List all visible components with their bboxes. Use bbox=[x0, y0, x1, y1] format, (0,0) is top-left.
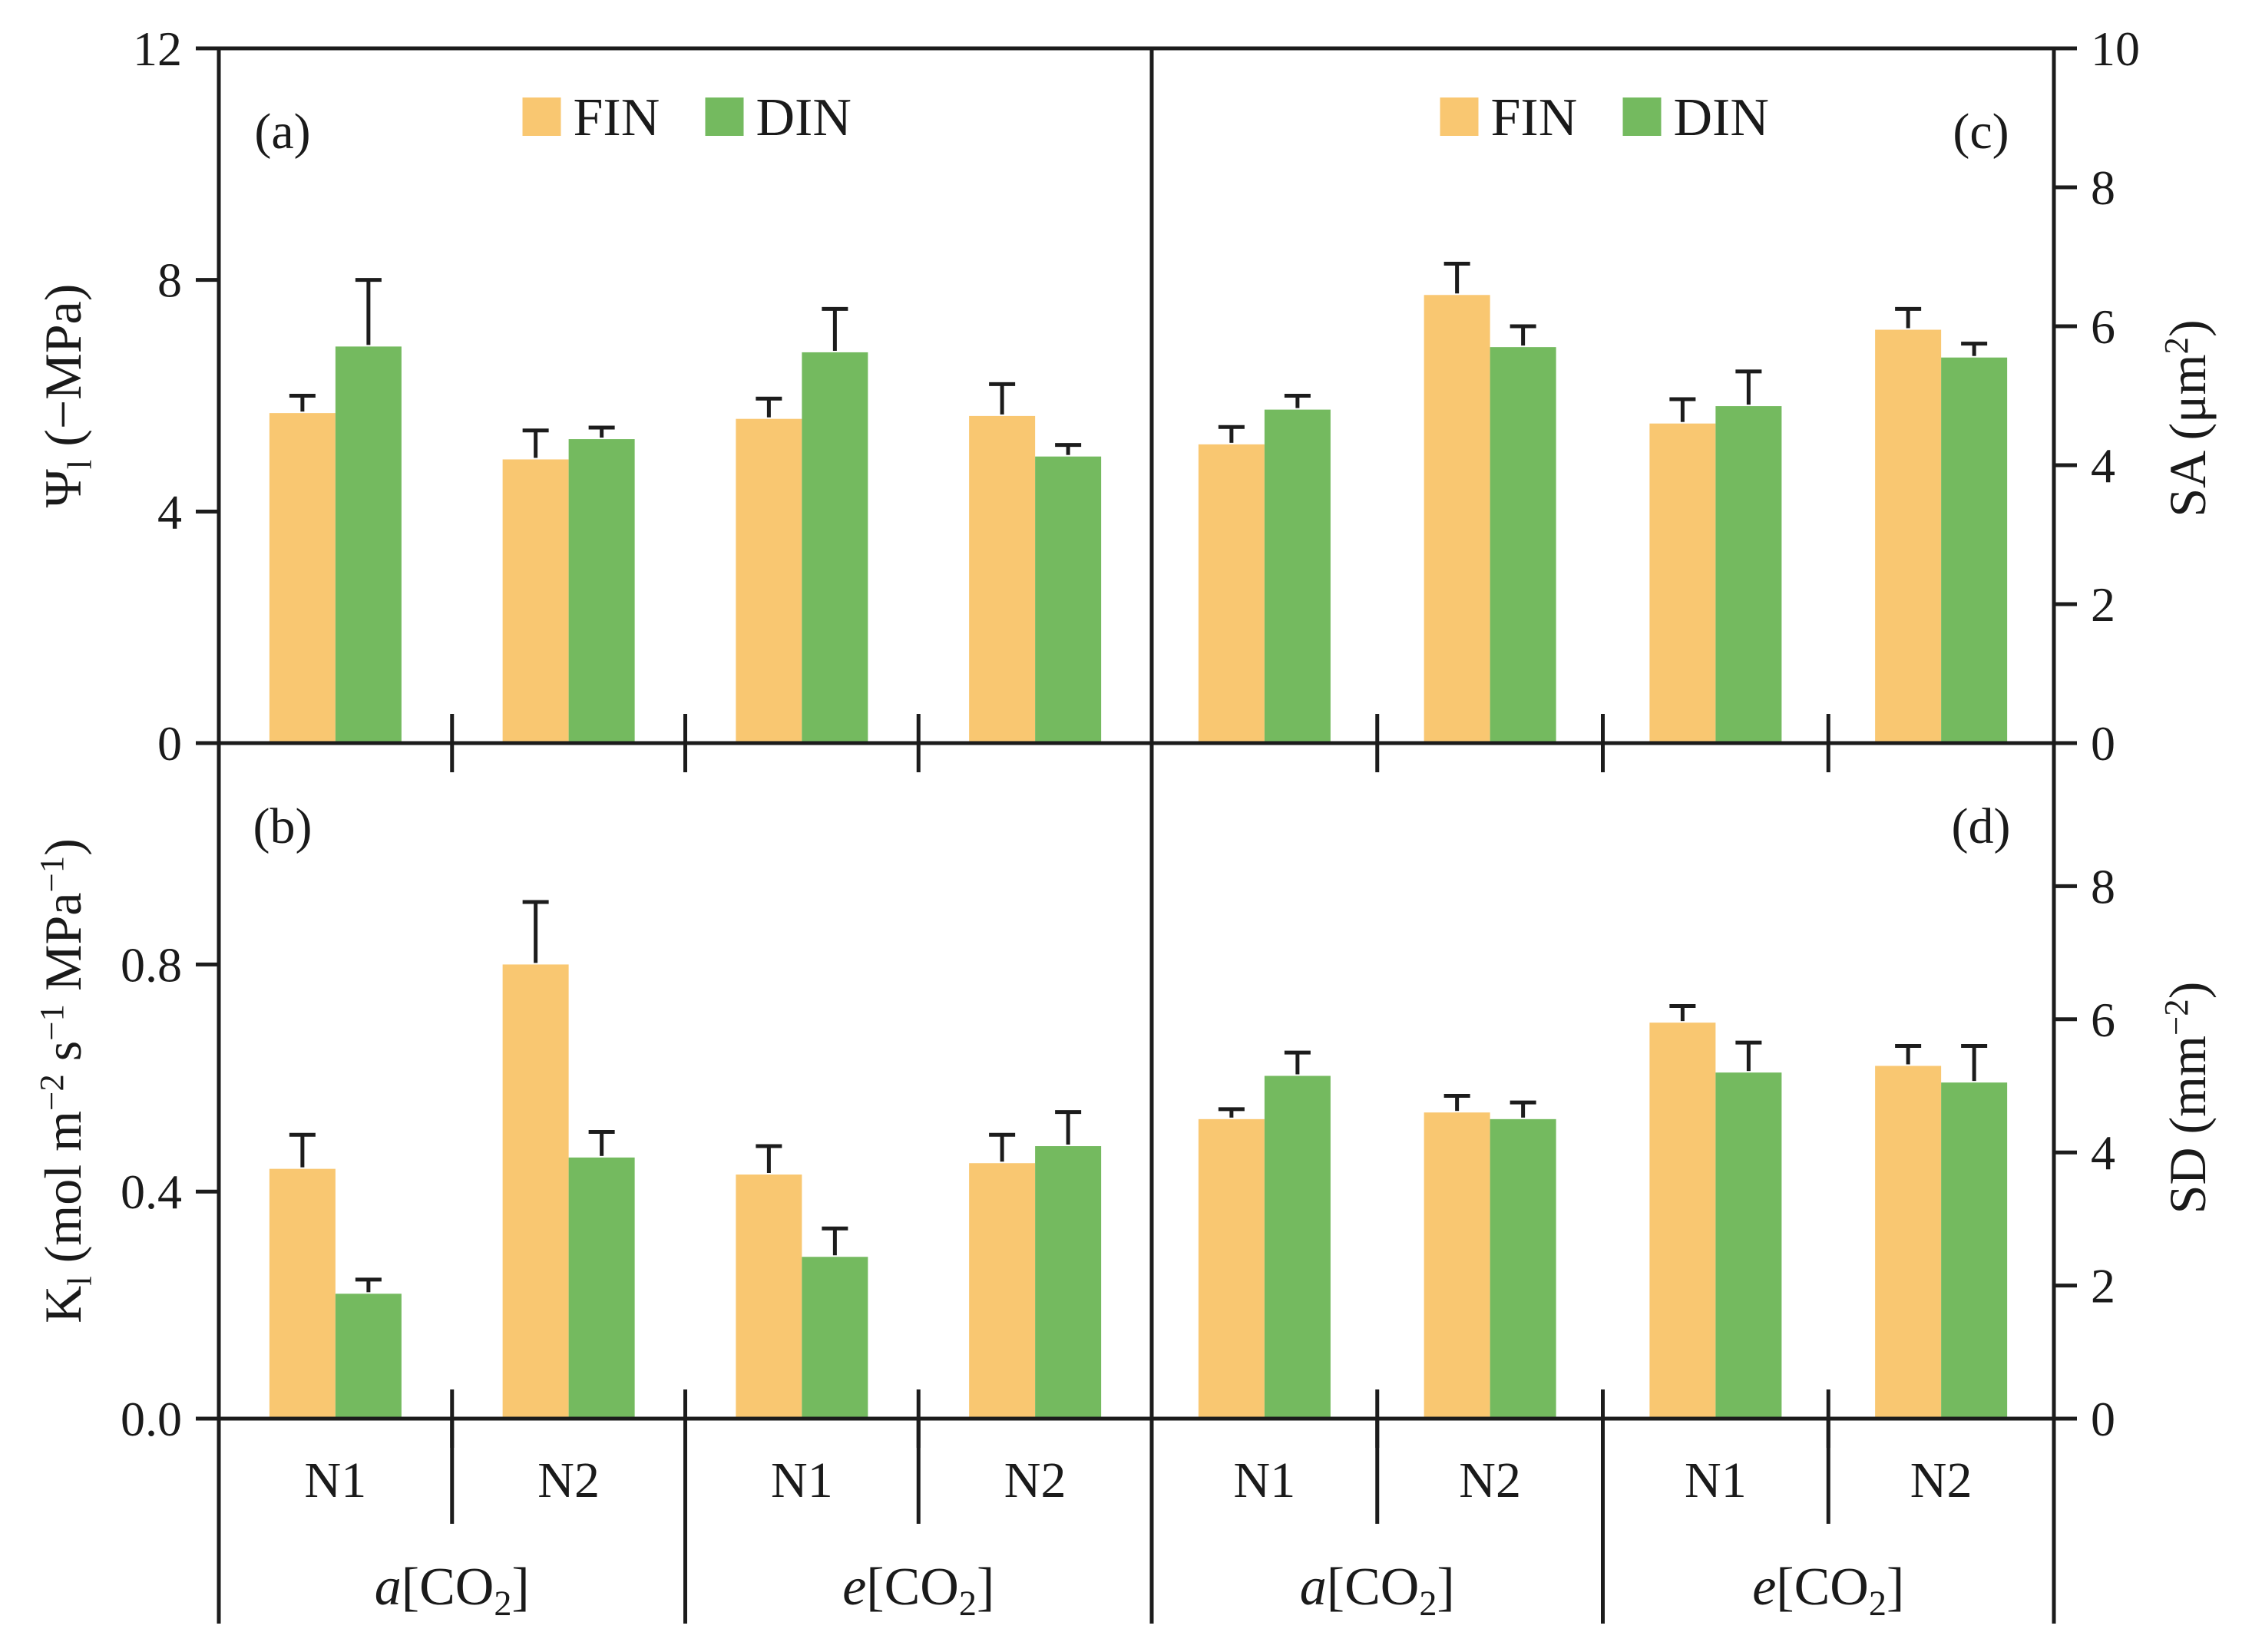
bar-d-din-g2 bbox=[1490, 1118, 1556, 1419]
panel-letter-c: (c) bbox=[1953, 104, 2009, 160]
bar-b-din-g3 bbox=[802, 1257, 868, 1419]
y-axis-title-d: SD (mm−2) bbox=[2157, 982, 2217, 1214]
bar-c-din-g1 bbox=[1264, 409, 1331, 743]
bar-d-fin-g1 bbox=[1198, 1118, 1265, 1419]
x-group-label: N2 bbox=[537, 1452, 600, 1508]
bar-b-din-g2 bbox=[568, 1157, 635, 1419]
y-tick-label: 0.4 bbox=[121, 1165, 182, 1219]
bar-c-din-g3 bbox=[1715, 406, 1782, 743]
x-group-label: N1 bbox=[1685, 1452, 1747, 1508]
y-axis-title-b: Kl (mol m−2 s−1 MPa−1) bbox=[32, 838, 99, 1323]
y-tick-label: 0.0 bbox=[121, 1392, 182, 1446]
bar-d-din-g1 bbox=[1264, 1075, 1331, 1419]
bar-d-fin-g3 bbox=[1649, 1023, 1716, 1419]
bar-c-fin-g3 bbox=[1649, 423, 1716, 743]
bar-a-din-g4 bbox=[1035, 456, 1102, 743]
x-treatment-label: a[CO2] bbox=[375, 1558, 530, 1623]
x-treatment-label: a[CO2] bbox=[1300, 1558, 1455, 1623]
bar-d-fin-g4 bbox=[1875, 1066, 1942, 1419]
legend-swatch-fin bbox=[522, 97, 561, 136]
bar-c-din-g2 bbox=[1490, 347, 1556, 743]
y-tick-label: 8 bbox=[157, 253, 182, 308]
bar-b-fin-g3 bbox=[736, 1175, 802, 1419]
y-tick-label: 6 bbox=[2091, 993, 2115, 1047]
bar-a-fin-g4 bbox=[969, 415, 1036, 743]
y-tick-label: 2 bbox=[2091, 1259, 2115, 1313]
legend-label-fin: FIN bbox=[574, 88, 660, 147]
legend-c: FIN DIN bbox=[1440, 88, 1769, 147]
panel-letter-b: (b) bbox=[253, 798, 313, 854]
panel-letter-a: (a) bbox=[254, 104, 310, 160]
y-tick-label: 12 bbox=[133, 21, 182, 76]
y-tick-label: 2 bbox=[2091, 577, 2115, 632]
bar-b-fin-g1 bbox=[269, 1168, 336, 1419]
y-tick-label: 8 bbox=[2091, 160, 2115, 215]
bar-c-fin-g4 bbox=[1875, 329, 1942, 743]
bar-a-fin-g3 bbox=[736, 418, 802, 743]
bar-d-fin-g2 bbox=[1424, 1112, 1490, 1419]
x-group-label: N2 bbox=[1910, 1452, 1973, 1508]
bar-b-fin-g2 bbox=[502, 964, 569, 1419]
bar-a-fin-g1 bbox=[269, 413, 336, 743]
bar-b-din-g1 bbox=[335, 1294, 402, 1419]
bar-b-din-g4 bbox=[1035, 1146, 1102, 1419]
y-tick-label: 0 bbox=[2091, 716, 2115, 771]
legend-label-din: DIN bbox=[1674, 88, 1769, 147]
legend-label-din: DIN bbox=[756, 88, 852, 147]
panel-a: 0 4 8 12 (a) Ψl (−MPa) FIN DIN bbox=[34, 21, 1154, 772]
x-group-label: N2 bbox=[1004, 1452, 1066, 1508]
y-tick-label: 8 bbox=[2091, 859, 2115, 914]
y-tick-label: 0.8 bbox=[121, 937, 182, 992]
y-axis-title-c: SA (μm2) bbox=[2157, 319, 2217, 517]
bar-d-din-g4 bbox=[1941, 1082, 2008, 1419]
y-tick-label: 4 bbox=[157, 484, 182, 539]
bar-a-fin-g2 bbox=[502, 459, 569, 743]
y-tick-label: 4 bbox=[2091, 438, 2115, 493]
y-tick-label: 4 bbox=[2091, 1125, 2115, 1180]
bar-a-din-g1 bbox=[335, 346, 402, 743]
bar-a-din-g3 bbox=[802, 352, 868, 743]
x-treatment-label: e[CO2] bbox=[1752, 1558, 1904, 1623]
legend-swatch-fin bbox=[1440, 97, 1479, 136]
legend-a: FIN DIN bbox=[522, 88, 852, 147]
x-group-label: N2 bbox=[1459, 1452, 1521, 1508]
bar-b-fin-g4 bbox=[969, 1163, 1036, 1419]
y-tick-label: 6 bbox=[2091, 299, 2115, 354]
panel-d: 0 2 4 6 8 (d) SD (mm−2) bbox=[1149, 741, 2217, 1448]
bar-c-din-g4 bbox=[1941, 357, 2008, 743]
bar-a-din-g2 bbox=[568, 439, 635, 743]
x-axis-labels: N1 N2 N1 N2 N1 N2 N1 N2a[CO2] e[CO2] a[CO2] e[CO2] bbox=[217, 1419, 2056, 1624]
y-tick-label: 10 bbox=[2091, 21, 2140, 76]
legend-swatch-din bbox=[705, 97, 744, 136]
bar-c-fin-g2 bbox=[1424, 295, 1490, 743]
x-treatment-label: e[CO2] bbox=[842, 1558, 994, 1623]
bar-d-din-g3 bbox=[1715, 1072, 1782, 1419]
panel-b: 0.0 0.4 0.8 (b) Kl (mol m−2 s−1 MPa−1) bbox=[32, 741, 1154, 1448]
panel-c: 0 2 4 6 8 10 (c) SA (μm2) FIN DIN bbox=[1149, 21, 2217, 772]
y-axis-title-a: Ψl (−MPa) bbox=[34, 284, 99, 508]
x-group-label: N1 bbox=[771, 1452, 833, 1508]
y-tick-label: 0 bbox=[157, 716, 182, 771]
y-tick-label: 0 bbox=[2091, 1392, 2115, 1446]
bar-c-fin-g1 bbox=[1198, 444, 1265, 743]
panel-letter-d: (d) bbox=[1952, 798, 2011, 854]
x-group-label: N1 bbox=[1234, 1452, 1296, 1508]
legend-swatch-din bbox=[1622, 97, 1662, 136]
x-group-label: N1 bbox=[305, 1452, 367, 1508]
legend-label-fin: FIN bbox=[1491, 88, 1578, 147]
